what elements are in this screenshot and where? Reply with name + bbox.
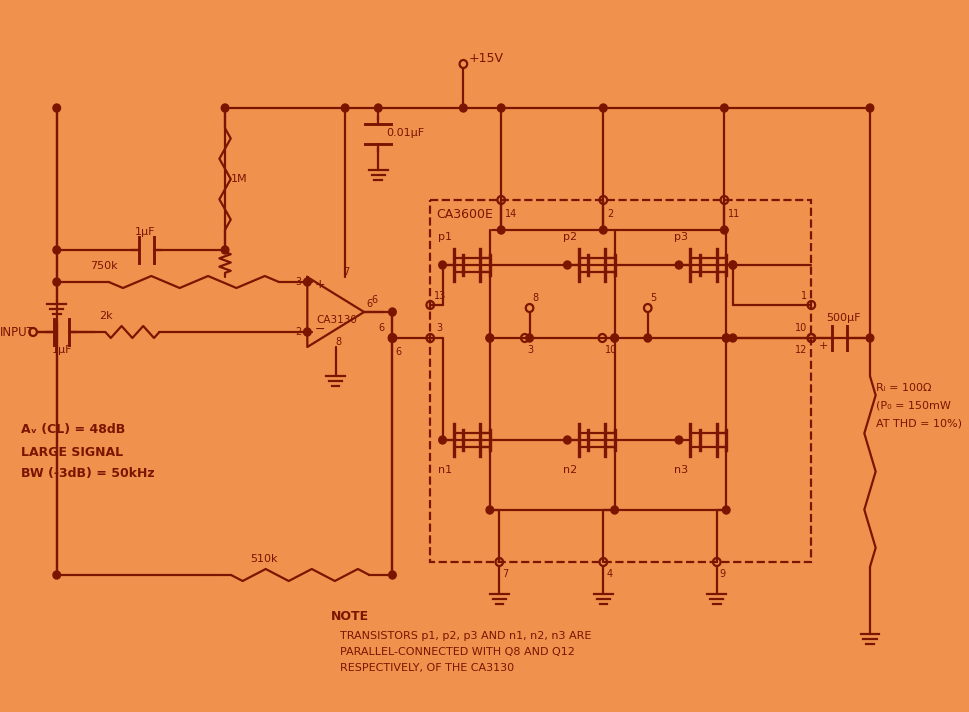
Text: n1: n1 (438, 465, 452, 475)
Text: (P₀ = 150mW: (P₀ = 150mW (876, 401, 951, 411)
Text: INPUT: INPUT (0, 325, 35, 338)
Text: 2: 2 (295, 327, 301, 337)
Bar (430, 200, 811, 562)
Text: LARGE SIGNAL: LARGE SIGNAL (20, 446, 123, 459)
Circle shape (53, 104, 60, 112)
Circle shape (53, 246, 60, 254)
Text: 6: 6 (366, 299, 372, 309)
Text: 3: 3 (295, 277, 301, 287)
Text: 8: 8 (532, 293, 539, 303)
Circle shape (610, 334, 618, 342)
Circle shape (303, 328, 311, 336)
Text: +15V: +15V (469, 51, 504, 65)
Circle shape (341, 104, 349, 112)
Circle shape (486, 334, 493, 342)
Text: 2: 2 (608, 209, 613, 219)
Circle shape (497, 226, 505, 234)
Text: −: − (315, 323, 326, 335)
Text: 1μF: 1μF (52, 345, 73, 355)
Text: 11: 11 (728, 209, 740, 219)
Circle shape (389, 571, 396, 579)
Circle shape (723, 334, 730, 342)
Text: Rₗ = 100Ω: Rₗ = 100Ω (876, 383, 931, 393)
Text: 8: 8 (335, 337, 342, 347)
Text: 0.01μF: 0.01μF (386, 128, 424, 138)
Circle shape (675, 261, 683, 269)
Text: Aᵥ (CL) = 48dB: Aᵥ (CL) = 48dB (20, 424, 125, 436)
Text: 13: 13 (434, 291, 447, 301)
Circle shape (729, 261, 736, 269)
Circle shape (389, 334, 396, 342)
Circle shape (389, 308, 396, 316)
Text: 3: 3 (528, 345, 534, 355)
Text: 10: 10 (606, 345, 617, 355)
Text: 2k: 2k (99, 311, 113, 321)
Text: 4: 4 (607, 569, 612, 579)
Circle shape (729, 261, 736, 269)
Circle shape (721, 226, 728, 234)
Circle shape (221, 104, 229, 112)
Text: 6: 6 (372, 295, 378, 305)
Text: 9: 9 (720, 569, 726, 579)
Circle shape (600, 226, 608, 234)
Circle shape (564, 436, 571, 444)
Circle shape (723, 506, 730, 514)
Circle shape (675, 436, 683, 444)
Circle shape (729, 334, 736, 342)
Text: +: + (315, 278, 326, 290)
Text: +: + (819, 341, 828, 351)
Text: 5: 5 (650, 293, 657, 303)
Text: RESPECTIVELY, OF THE CA3130: RESPECTIVELY, OF THE CA3130 (340, 663, 515, 673)
Text: 750k: 750k (90, 261, 117, 271)
Text: 7: 7 (343, 267, 350, 277)
Text: p2: p2 (563, 232, 577, 242)
Circle shape (610, 334, 618, 342)
Text: 6: 6 (378, 323, 385, 333)
Text: 1M: 1M (231, 174, 247, 184)
Circle shape (459, 104, 467, 112)
Text: 7: 7 (502, 569, 509, 579)
Circle shape (644, 334, 651, 342)
Circle shape (721, 104, 728, 112)
Text: 1: 1 (801, 291, 807, 301)
Text: 6: 6 (395, 347, 401, 357)
Circle shape (564, 261, 571, 269)
Text: PARALLEL-CONNECTED WITH Q8 AND Q12: PARALLEL-CONNECTED WITH Q8 AND Q12 (340, 647, 576, 657)
Circle shape (866, 334, 874, 342)
Text: p1: p1 (438, 232, 452, 242)
Circle shape (439, 436, 447, 444)
Text: AT THD = 10%): AT THD = 10%) (876, 419, 961, 429)
Text: 3: 3 (436, 323, 442, 333)
Text: n3: n3 (674, 465, 688, 475)
Circle shape (497, 104, 505, 112)
Text: 500μF: 500μF (827, 313, 861, 323)
Circle shape (439, 261, 447, 269)
Circle shape (303, 278, 311, 286)
Text: p3: p3 (674, 232, 688, 242)
Circle shape (600, 104, 608, 112)
Circle shape (53, 278, 60, 286)
Circle shape (486, 506, 493, 514)
Text: 14: 14 (505, 209, 517, 219)
Circle shape (866, 104, 874, 112)
Circle shape (221, 246, 229, 254)
Text: NOTE: NOTE (331, 610, 369, 624)
Circle shape (374, 104, 382, 112)
Circle shape (53, 571, 60, 579)
Text: n2: n2 (563, 465, 577, 475)
Text: TRANSISTORS p1, p2, p3 AND n1, n2, n3 ARE: TRANSISTORS p1, p2, p3 AND n1, n2, n3 AR… (340, 631, 592, 641)
Circle shape (526, 334, 533, 342)
Text: 12: 12 (796, 345, 807, 355)
Circle shape (486, 334, 493, 342)
Circle shape (723, 334, 730, 342)
Text: CA3600E: CA3600E (436, 207, 493, 221)
Text: CA3130: CA3130 (317, 315, 358, 325)
Text: BW (-3dB) = 50kHz: BW (-3dB) = 50kHz (20, 466, 154, 479)
Text: 10: 10 (796, 323, 807, 333)
Text: 1μF: 1μF (136, 227, 156, 237)
Circle shape (610, 506, 618, 514)
Text: 510k: 510k (251, 554, 278, 564)
